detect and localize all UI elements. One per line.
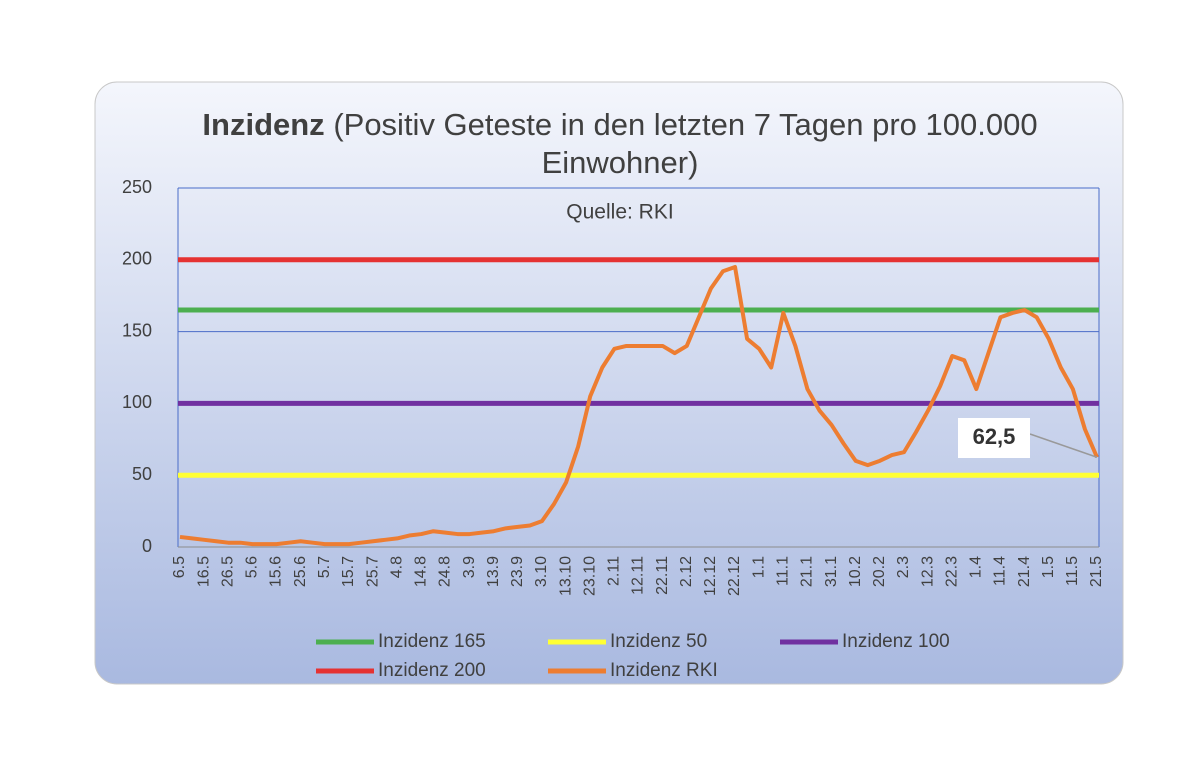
y-tick-label: 200 xyxy=(122,249,152,269)
x-tick-label: 15.7 xyxy=(340,556,357,587)
x-tick-label: 25.6 xyxy=(292,556,309,587)
legend-label: Inzidenz RKI xyxy=(610,660,718,681)
chart-panel xyxy=(94,81,1124,685)
legend-label: Inzidenz 50 xyxy=(610,631,707,652)
x-tick-label: 12.11 xyxy=(630,556,647,595)
x-tick-label: 22.11 xyxy=(654,556,671,595)
label-leader xyxy=(1029,433,1098,458)
x-tick-label: 12.12 xyxy=(702,556,719,596)
x-tick-label: 24.8 xyxy=(437,556,454,587)
y-tick-label: 50 xyxy=(132,464,152,484)
x-tick-label: 26.5 xyxy=(219,556,236,587)
x-tick-label: 1.1 xyxy=(750,556,767,578)
x-tick-label: 10.2 xyxy=(847,556,864,587)
x-tick-label: 22.3 xyxy=(943,556,960,587)
x-tick-label: 13.10 xyxy=(557,556,574,596)
label-box xyxy=(958,418,1030,458)
x-tick-label: 3.9 xyxy=(461,556,478,578)
x-tick-label: 25.7 xyxy=(364,556,381,587)
x-tick-label: 11.4 xyxy=(992,556,1009,586)
title-text: (Positiv Geteste in den letzten 7 Tagen … xyxy=(333,107,1038,180)
x-tick-label: 23.9 xyxy=(509,556,526,587)
x-tick-label: 2.12 xyxy=(678,556,695,587)
x-tick-label: 21.1 xyxy=(799,556,816,587)
x-tick-label: 22.12 xyxy=(726,556,743,596)
x-tick-label: 11.1 xyxy=(775,556,792,586)
line-series xyxy=(179,264,1099,547)
legend-label: Inzidenz 165 xyxy=(378,631,486,652)
title-bold: Inzidenz xyxy=(202,107,325,142)
y-tick-label: 250 xyxy=(122,177,152,197)
x-tick-label: 16.5 xyxy=(195,556,212,587)
y-tick-label: 150 xyxy=(122,320,152,340)
x-tick-label: 2.3 xyxy=(895,556,912,578)
x-tick-label: 11.5 xyxy=(1064,556,1081,586)
x-tick-label: 20.2 xyxy=(871,556,888,587)
x-tick-label: 1.5 xyxy=(1040,556,1057,578)
legend-label: Inzidenz 200 xyxy=(378,660,486,681)
chart-subtitle: Quelle: RKI xyxy=(566,201,673,224)
x-tick-label: 12.3 xyxy=(919,556,936,587)
x-tick-label: 5.6 xyxy=(244,556,261,578)
x-tick-label: 14.8 xyxy=(413,556,430,587)
x-tick-label: 2.11 xyxy=(606,556,623,586)
data-label: 62,5 xyxy=(973,424,1016,449)
y-tick-label: 100 xyxy=(122,392,152,412)
x-tick-label: 4.8 xyxy=(388,556,405,578)
x-tick-label: 21.5 xyxy=(1088,556,1105,587)
x-tick-label: 3.10 xyxy=(533,556,550,587)
legend-label: Inzidenz 100 xyxy=(842,631,950,652)
x-tick-label: 5.7 xyxy=(316,556,333,578)
x-tick-label: 21.4 xyxy=(1016,556,1033,587)
x-tick-label: 15.6 xyxy=(268,556,285,587)
y-tick-label: 0 xyxy=(142,536,152,556)
x-tick-label: 6.5 xyxy=(171,556,188,578)
x-tick-label: 1.4 xyxy=(968,556,985,578)
chart-title: Inzidenz (Positiv Geteste in den letzten… xyxy=(200,106,1040,182)
x-tick-label: 31.1 xyxy=(823,556,840,587)
x-tick-label: 13.9 xyxy=(485,556,502,587)
x-tick-label: 23.10 xyxy=(581,556,598,596)
